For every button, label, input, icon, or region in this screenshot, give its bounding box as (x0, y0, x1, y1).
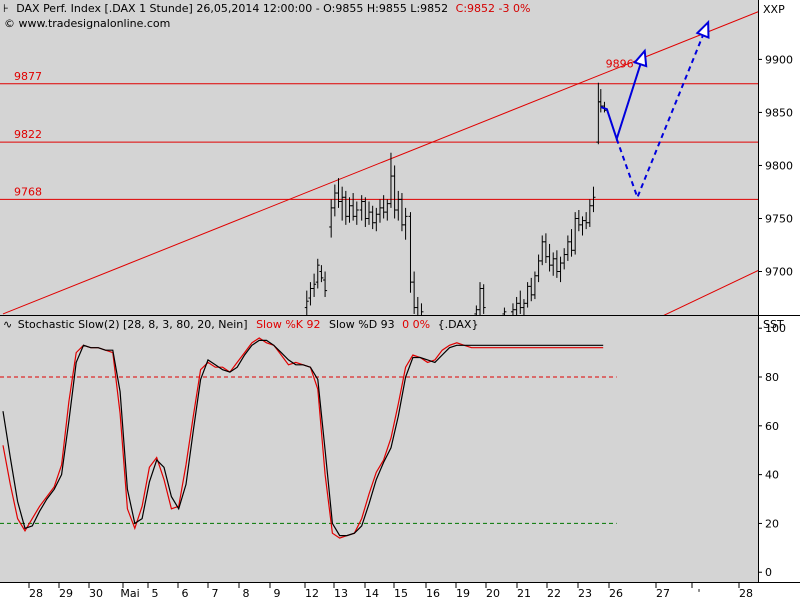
time-tick-label: 27 (656, 587, 670, 600)
time-tick-label: 12 (305, 587, 319, 600)
time-tick-label: 14 (365, 587, 379, 600)
time-tick-label: 19 (456, 587, 470, 600)
oscillator-icon: ∿ (3, 318, 12, 331)
level-label: 9768 (14, 185, 42, 198)
forecast-path-solid[interactable] (600, 50, 646, 143)
stochastic-tick-label: 100 (765, 322, 786, 335)
chart-title: DAX Perf. Index [.DAX 1 Stunde] 26,05,20… (16, 2, 448, 15)
price-tick-label: 9750 (765, 212, 793, 225)
time-tick-label: 22 (547, 587, 561, 600)
price-panel[interactable] (0, 0, 758, 315)
price-axis-code: XXP (763, 3, 785, 16)
stochastic-tick-label: 60 (765, 420, 779, 433)
time-tick-label: 6 (182, 587, 189, 600)
level-label: 9822 (14, 128, 42, 141)
time-tick-label: 8 (243, 587, 250, 600)
time-tick-label: 29 (59, 587, 73, 600)
price-chart-icon: ⊦ (3, 2, 9, 15)
time-tick-label: 13 (334, 587, 348, 600)
time-tick-label: Mai (120, 587, 139, 600)
level-label: 9877 (14, 70, 42, 83)
time-tick-label: 16 (426, 587, 440, 600)
peak-label: 9896 (606, 58, 634, 71)
time-tick-label: 26 (609, 587, 623, 600)
time-tick-label: 21 (517, 587, 531, 600)
indicator-header: ∿ Stochastic Slow(2) [28, 8, 3, 80, 20, … (3, 318, 478, 331)
forecast-arrowhead (695, 19, 710, 39)
time-x-axis: 28 29 30 Mai 5 6 7 8 9 12 13 14 15 16 19 20 21 22 23 26 27 ' 2… (28, 583, 753, 600)
stochastic-tick-label: 0 (765, 566, 772, 579)
time-tick-label: 20 (486, 587, 500, 600)
stochastic-y-axis: 0 20 40 60 80 100 (758, 322, 786, 579)
price-plot-layer: 9877 9822 9768 9896 (0, 11, 772, 319)
price-tick-label: 9700 (765, 266, 793, 279)
time-tick-label: ' (697, 587, 700, 600)
chart-header: ⊦ DAX Perf. Index [.DAX 1 Stunde] 26,05,… (3, 2, 530, 15)
chart-source: © www.tradesignalonline.com (4, 17, 170, 30)
stochastic-panel[interactable] (0, 316, 758, 582)
stochastic-tick-label: 20 (765, 517, 779, 530)
time-tick-label: 5 (152, 587, 159, 600)
trendline-lower[interactable] (656, 264, 772, 319)
forecast-path-dashed[interactable] (615, 21, 710, 201)
indicator-instrument: {.DAX} (438, 318, 479, 331)
time-tick-label: 9 (274, 587, 281, 600)
stochastic-axis-code: SST (763, 318, 784, 331)
time-tick-label: 23 (578, 587, 592, 600)
price-y-axis: 9700 9750 9800 9850 9900 (758, 53, 793, 279)
time-tick-label: 28 (29, 587, 43, 600)
indicator-d-change: 0 0% (402, 318, 430, 331)
indicator-d-label: Slow %D 93 (329, 318, 395, 331)
price-tick-label: 9900 (765, 53, 793, 66)
forecast-arrowhead (633, 48, 648, 68)
time-tick-label: 7 (212, 587, 219, 600)
chart-change: C:9852 -3 0% (456, 2, 531, 15)
time-tick-label: 30 (89, 587, 103, 600)
time-tick-label: 15 (394, 587, 408, 600)
price-tick-label: 9800 (765, 159, 793, 172)
stochastic-tick-label: 40 (765, 469, 779, 482)
stochastic-plot-layer (0, 337, 617, 539)
indicator-name: Stochastic Slow(2) [28, 8, 3, 80, 20, Ne… (18, 318, 248, 331)
stochastic-tick-label: 80 (765, 371, 779, 384)
time-tick-label: 28 (739, 587, 753, 600)
indicator-k-label: Slow %K 92 (256, 318, 320, 331)
series-slow-d[interactable] (2, 339, 604, 537)
price-tick-label: 9850 (765, 106, 793, 119)
